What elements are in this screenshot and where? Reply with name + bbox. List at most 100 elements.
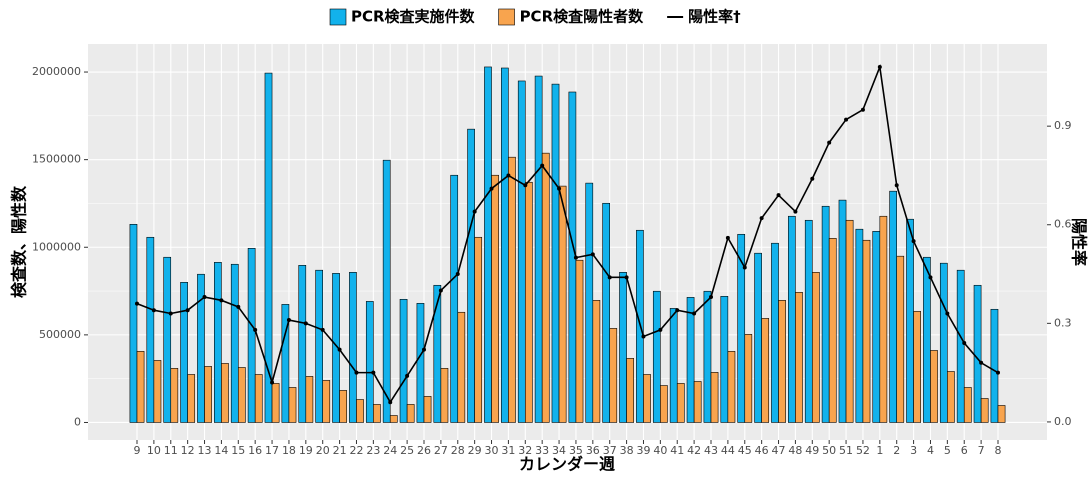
x-tick-label: 20 <box>316 444 330 457</box>
x-tick-label: 14 <box>214 444 228 457</box>
bar <box>389 415 398 423</box>
bar <box>433 284 442 423</box>
bar <box>669 308 678 423</box>
bar <box>230 263 239 423</box>
x-tick-label: 46 <box>755 444 769 457</box>
x-axis-title: カレンダー週 <box>519 455 615 474</box>
line-point <box>236 304 241 309</box>
x-tick-label: 43 <box>704 444 718 457</box>
line-point <box>219 298 224 303</box>
line-point <box>877 65 882 70</box>
bar <box>467 128 475 423</box>
bar <box>541 152 550 423</box>
bar <box>524 181 533 423</box>
x-tick-label: 51 <box>839 444 853 457</box>
bar <box>305 376 314 423</box>
bar <box>727 351 736 423</box>
bar <box>416 303 425 423</box>
y-tick-label: 1500000 <box>32 153 81 166</box>
line-point <box>168 311 173 316</box>
line-point <box>607 275 612 280</box>
bar <box>491 174 499 423</box>
line-point <box>979 360 984 365</box>
bar <box>457 311 466 423</box>
bar <box>271 383 280 423</box>
bar <box>508 156 516 423</box>
bar <box>788 215 796 423</box>
line-point <box>371 370 376 375</box>
y2-tick-label: 0.3 <box>1054 316 1072 329</box>
x-tick-label: 29 <box>468 444 482 457</box>
bar <box>754 252 762 423</box>
bar <box>686 297 695 423</box>
x-tick-label: 8 <box>995 444 1002 457</box>
bar <box>710 372 719 423</box>
x-tick-label: 38 <box>620 444 634 457</box>
bar <box>619 272 627 423</box>
x-tick-label: 13 <box>198 444 212 457</box>
x-tick-label: 40 <box>653 444 667 457</box>
line-point <box>827 140 832 145</box>
bar <box>237 367 246 423</box>
bar <box>652 290 661 423</box>
line-point <box>675 308 680 313</box>
line-point <box>337 347 342 352</box>
x-tick-label: 7 <box>978 444 985 457</box>
bar <box>264 72 273 423</box>
line-point <box>793 209 798 214</box>
line-point <box>472 209 477 214</box>
bar <box>187 374 196 423</box>
bar <box>315 269 324 423</box>
x-tick-label: 5 <box>944 444 951 457</box>
bar <box>602 202 611 423</box>
bar <box>298 265 307 423</box>
bar <box>153 360 162 423</box>
bar <box>643 374 651 423</box>
bar <box>365 301 374 423</box>
line-point <box>489 186 494 191</box>
bar <box>214 262 222 423</box>
bar <box>939 262 948 423</box>
line-point <box>742 265 747 270</box>
line-point <box>135 301 139 306</box>
x-tick-label: 12 <box>181 444 195 457</box>
line-point <box>641 334 646 339</box>
bar <box>129 224 138 423</box>
bar <box>474 236 483 423</box>
bar <box>855 228 864 423</box>
line-point <box>911 239 916 244</box>
bar <box>720 296 729 423</box>
bar <box>973 284 982 423</box>
x-tick-label: 17 <box>265 444 279 457</box>
x-tick-label: 23 <box>366 444 380 457</box>
line-point <box>405 373 410 378</box>
bar <box>660 385 668 423</box>
line-point <box>759 216 764 221</box>
bar <box>180 282 188 423</box>
y-axis-title: 検査数、陽性数 <box>10 185 29 298</box>
bar <box>204 366 212 423</box>
bar <box>896 255 905 423</box>
bar <box>517 80 526 423</box>
x-tick-label: 39 <box>636 444 650 457</box>
line-point <box>253 327 258 332</box>
bar <box>575 259 584 423</box>
line-point <box>962 341 967 346</box>
y-tick-label: 1000000 <box>32 240 81 253</box>
bar <box>795 291 803 423</box>
bar <box>804 219 813 423</box>
line-point <box>540 163 545 168</box>
x-tick-label: 22 <box>349 444 363 457</box>
legend-swatch <box>498 8 515 26</box>
x-tick-label: 44 <box>721 444 735 457</box>
x-tick-label: 26 <box>417 444 431 457</box>
bar <box>845 219 854 423</box>
y2-tick-label: 0.9 <box>1054 119 1072 132</box>
line-point <box>860 107 865 112</box>
bar <box>778 300 786 423</box>
bar <box>609 328 618 423</box>
bar <box>838 199 847 423</box>
bar <box>247 248 256 423</box>
x-tick-label: 37 <box>603 444 617 457</box>
